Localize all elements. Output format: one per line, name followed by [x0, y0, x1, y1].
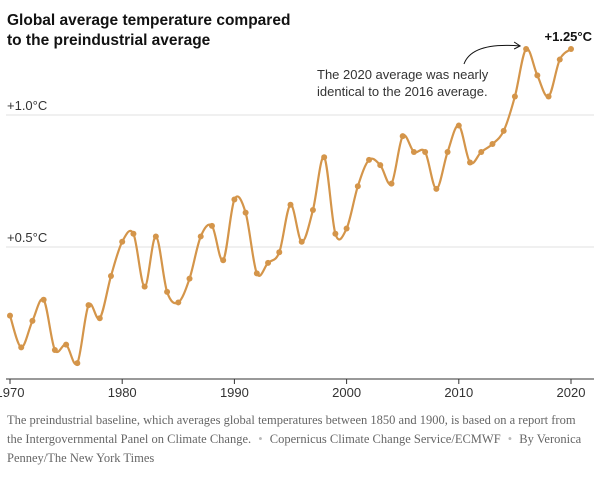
data-point: [455, 122, 462, 129]
x-tick-label: 2010: [444, 385, 473, 400]
y-tick-label: +1.0°C: [7, 98, 47, 113]
data-point: [220, 257, 227, 264]
data-point: [265, 259, 272, 266]
data-point: [107, 273, 114, 280]
data-point: [343, 225, 350, 232]
data-point: [309, 207, 316, 214]
data-point: [63, 341, 70, 348]
separator-dot: •: [258, 432, 263, 446]
data-point: [545, 93, 552, 100]
data-point: [7, 312, 13, 319]
data-point: [500, 127, 507, 134]
y-tick-label: +0.5°C: [7, 230, 47, 245]
separator-dot: •: [507, 432, 513, 446]
data-point: [197, 233, 204, 240]
x-tick-label: 1980: [108, 385, 137, 400]
data-point: [276, 249, 283, 256]
data-point: [152, 233, 159, 240]
data-point: [568, 46, 574, 52]
data-point: [332, 230, 339, 237]
data-point: [141, 283, 148, 290]
x-tick-label: 1970: [0, 385, 24, 400]
data-point: [130, 230, 137, 237]
grid-lines: [6, 114, 594, 248]
data-point: [399, 133, 406, 140]
data-point: [388, 180, 395, 187]
data-point: [467, 159, 474, 166]
data-point: [366, 156, 373, 163]
data-point: [242, 209, 249, 216]
data-point: [186, 275, 193, 282]
data-point: [444, 148, 451, 155]
data-point: [287, 201, 294, 208]
end-value-label: +1.25°C: [545, 29, 593, 44]
footer-credit: By Veronica Penney/The New York Times: [7, 432, 582, 465]
x-tick-label: 1990: [220, 385, 249, 400]
data-point: [18, 344, 25, 351]
data-point: [96, 315, 103, 322]
annotation-group: +1.25°C The 2020 average was nearly identi…: [317, 29, 593, 99]
data-point: [231, 196, 238, 203]
x-axis: 1970 1980 1990 2000 2010 2020: [0, 378, 594, 400]
footer-note: The preindustrial baseline, which averag…: [7, 413, 576, 446]
data-point: [51, 346, 58, 353]
data-point: [119, 238, 126, 245]
data-point: [410, 148, 417, 155]
data-point: [433, 185, 440, 192]
data-point: [321, 154, 328, 161]
data-point: [298, 238, 305, 245]
data-point: [534, 72, 541, 79]
data-point: [354, 183, 361, 190]
data-point: [29, 317, 36, 324]
data-point: [489, 141, 496, 148]
data-point: [74, 360, 81, 367]
data-point: [253, 270, 260, 277]
data-point: [511, 93, 518, 100]
temperature-series: [7, 46, 574, 367]
data-point: [208, 222, 215, 229]
arrow-head: [513, 41, 522, 50]
footer-source: Copernicus Climate Change Service/ECMWF: [269, 432, 501, 446]
x-tick-label: 2020: [557, 385, 586, 400]
data-point: [85, 302, 92, 309]
x-tick-label: 2000: [332, 385, 361, 400]
annotation-text: identical to the 2016 average.: [317, 84, 488, 99]
data-point: [40, 296, 47, 303]
chart-title: Global average temperature compared to t…: [7, 12, 291, 49]
annotation-text: The 2020 average was nearly: [317, 67, 489, 82]
data-point: [422, 148, 429, 155]
temperature-line-chart: +0.5°C +1.0°C 1970 1980 1990 2000 2010 2020 +1…: [0, 29, 594, 400]
data-point: [164, 288, 171, 295]
annotation-arrow: [463, 44, 521, 65]
data-point: [523, 46, 530, 52]
data-point: [377, 162, 384, 169]
data-point: [175, 299, 182, 306]
chart-footer: The preindustrial baseline, which averag…: [7, 411, 593, 468]
data-point: [478, 148, 485, 155]
data-point: [556, 56, 563, 63]
y-axis-ticks: +0.5°C +1.0°C: [7, 98, 47, 245]
